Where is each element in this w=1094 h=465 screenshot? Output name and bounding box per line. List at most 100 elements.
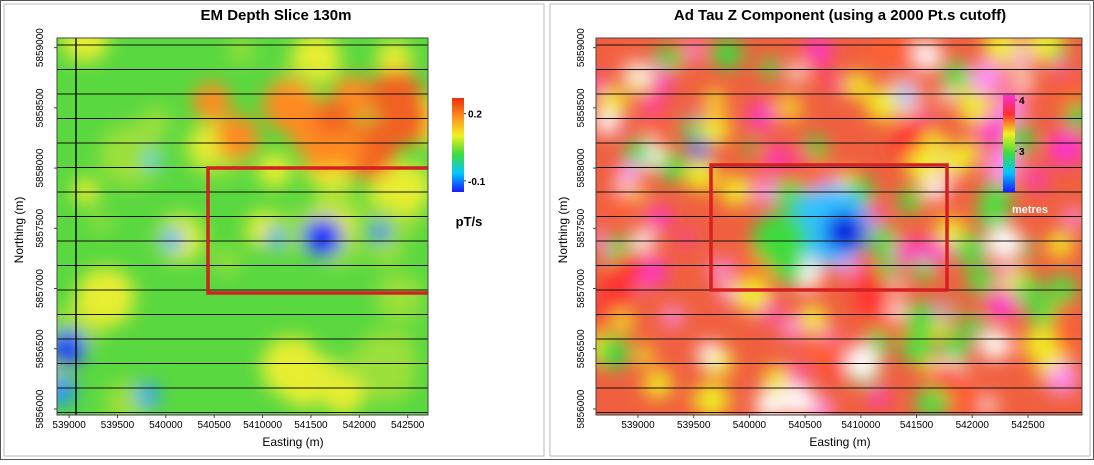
heatmap-blob: [998, 264, 1013, 279]
colorbar-tick-label: 0.2: [468, 110, 482, 121]
heatmap-blob: [632, 186, 646, 200]
heatmap-image: [585, 25, 1092, 421]
heatmap-blob: [303, 217, 343, 257]
heatmap-blob: [720, 176, 750, 206]
x-axis-label: Easting (m): [262, 435, 323, 449]
heatmap-blob: [663, 307, 683, 327]
x-tick-label: 542000: [343, 420, 377, 431]
y-tick-label: 5859000: [576, 28, 587, 67]
x-tick-label: 540500: [788, 420, 822, 431]
x-tick-label: 542500: [1011, 420, 1045, 431]
heatmap-blob: [752, 212, 808, 268]
heatmap-blob: [681, 118, 704, 141]
heatmap-blob: [780, 106, 792, 118]
heatmap-blob: [945, 379, 971, 405]
heatmap-blob: [697, 342, 719, 364]
colorbar-label: pT/s: [456, 214, 483, 229]
heatmap-blob: [940, 148, 968, 176]
heatmap-blob: [1028, 300, 1056, 328]
heatmap-blob: [613, 252, 646, 285]
heatmap-blob: [711, 38, 743, 70]
heatmap-blob: [370, 222, 390, 242]
y-tick-label: 5856000: [35, 389, 46, 428]
y-tick-label: 5856000: [576, 389, 587, 428]
heatmap-blob: [378, 94, 430, 146]
colorbar: [452, 98, 464, 192]
heatmap-blob: [897, 87, 913, 103]
y-tick-label: 5857000: [576, 269, 587, 308]
y-tick-label: 5858000: [576, 148, 587, 187]
x-tick-label: 541500: [294, 420, 328, 431]
heatmap-blob: [700, 116, 729, 145]
x-tick-label: 542000: [956, 420, 990, 431]
colorbar-tick-label: -0.1: [468, 177, 486, 188]
heatmap-blob: [217, 115, 259, 157]
heatmap-blob: [963, 315, 985, 337]
x-tick-label: 539000: [52, 420, 86, 431]
x-tick-label: 540000: [733, 420, 767, 431]
heatmap-blob: [987, 289, 1018, 320]
colorbar-tick-label: 4: [1019, 96, 1025, 107]
heatmap-blob: [1048, 130, 1084, 166]
heatmap-blob: [1013, 48, 1031, 66]
heatmap-blob: [799, 305, 827, 333]
heatmap-blob: [987, 226, 1022, 261]
x-tick-label: 539500: [677, 420, 711, 431]
heatmap-blob: [812, 69, 825, 82]
heatmap-blob: [735, 278, 770, 313]
y-tick-label: 5857500: [35, 208, 46, 247]
heatmap-blob: [1056, 84, 1080, 108]
x-tick-label: 540500: [198, 420, 232, 431]
heatmap-blob: [643, 94, 661, 112]
heatmap-blob: [763, 366, 790, 393]
heatmap-blob: [804, 37, 832, 65]
y-tick-label: 5857500: [576, 208, 587, 247]
y-tick-label: 5858500: [576, 88, 587, 127]
heatmap-blob: [160, 228, 184, 252]
heatmap-blob: [938, 89, 953, 104]
heatmap-blob: [901, 330, 935, 364]
heatmap-blob: [76, 268, 135, 327]
heatmap-blob: [598, 337, 631, 370]
heatmap-blob: [626, 63, 648, 85]
heatmap-blob: [1065, 208, 1084, 227]
y-tick-label: 5858000: [35, 148, 46, 187]
heatmap-blob: [616, 48, 630, 62]
heatmap-blob: [710, 259, 730, 279]
x-tick-label: 540000: [149, 420, 183, 431]
chart-title: Ad Tau Z Component (using a 2000 Pt.s cu…: [674, 7, 1006, 24]
figure: EM Depth Slice 130m 539000 539500 540000 540…: [0, 0, 1094, 460]
heatmap-blob: [825, 212, 865, 252]
heatmap-blob: [679, 231, 693, 245]
y-axis-label: Northing (m): [556, 197, 570, 264]
heatmap-blob: [753, 179, 777, 203]
heatmap-blob: [613, 312, 634, 333]
heatmap-blob: [941, 332, 970, 361]
heatmap-blob: [805, 134, 821, 150]
heatmap-blob: [265, 228, 285, 248]
heatmap-blob: [302, 131, 343, 172]
heatmap-blob: [936, 216, 963, 243]
y-axis-label: Northing (m): [12, 197, 26, 264]
heatmap-blob: [616, 179, 629, 192]
colorbar-tick-label: 3: [1019, 147, 1025, 158]
chart-title: EM Depth Slice 130m: [201, 7, 352, 24]
heatmap-blob: [644, 370, 672, 398]
heatmap-blob: [1051, 45, 1066, 60]
heatmap-blob: [660, 46, 683, 69]
heatmap-blob: [91, 212, 111, 232]
heatmap-image: [41, 15, 451, 426]
heatmap-blob: [144, 152, 160, 168]
heatmap-blob: [909, 68, 925, 84]
heatmap-blob: [597, 243, 609, 255]
heatmap-blob: [872, 34, 905, 67]
heatmap-blob: [646, 206, 670, 230]
heatmap-blob: [685, 158, 718, 191]
heatmap-blob: [136, 383, 160, 407]
heatmap-blob: [760, 58, 780, 78]
heatmap-blob: [692, 391, 706, 405]
heatmap-blob: [788, 64, 806, 82]
x-axis-label: Easting (m): [809, 435, 870, 449]
heatmap-blob: [594, 112, 617, 135]
heatmap-blob: [830, 77, 844, 91]
